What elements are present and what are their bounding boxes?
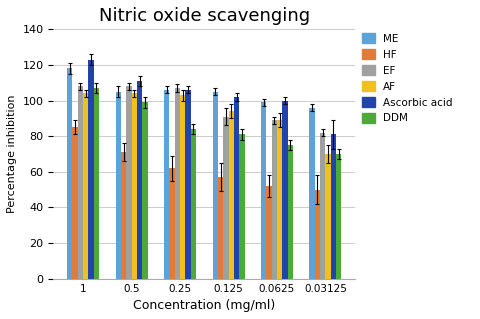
Bar [78,86,83,278]
Bar [320,133,325,278]
Bar [180,95,185,278]
Bar [137,81,142,278]
Bar [331,134,336,278]
Bar [94,88,99,278]
Bar [315,189,320,278]
Bar [121,152,126,278]
Bar [126,86,132,278]
Bar [218,177,223,278]
Bar [239,134,244,278]
Bar [67,69,72,278]
Legend: ME, HF, EF, AF, Ascorbic acid, DDM: ME, HF, EF, AF, Ascorbic acid, DDM [358,29,457,128]
Bar [88,60,94,278]
Bar [223,116,228,278]
Bar [272,120,277,278]
Title: Nitric oxide scavenging: Nitric oxide scavenging [99,7,310,25]
Bar [213,92,218,278]
Bar [191,129,196,278]
Bar [132,93,137,278]
Bar [336,154,341,278]
Bar [169,168,175,278]
Bar [164,90,169,278]
Bar [228,111,234,278]
Bar [266,186,272,278]
Bar [325,154,331,278]
Y-axis label: Percentage inhibition: Percentage inhibition [7,95,17,213]
Bar [277,120,282,278]
Bar [234,97,239,278]
Bar [261,102,266,278]
Bar [72,127,78,278]
Bar [175,88,180,278]
Bar [282,100,288,278]
Bar [288,145,293,278]
Bar [116,92,121,278]
Bar [83,93,88,278]
Bar [142,102,147,278]
Bar [185,90,191,278]
Bar [310,108,315,278]
X-axis label: Concentration (mg/ml): Concentration (mg/ml) [133,299,276,312]
